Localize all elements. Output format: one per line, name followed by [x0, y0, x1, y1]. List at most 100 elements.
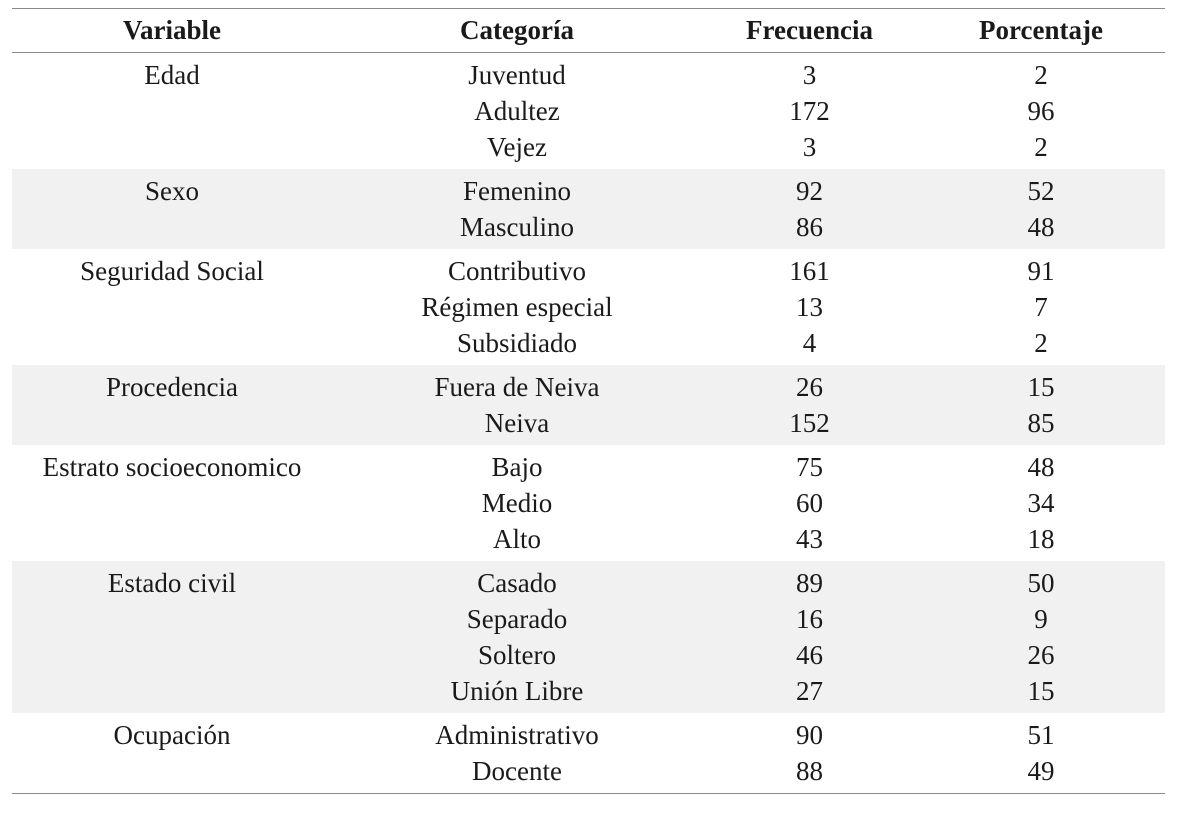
categoria-cell: Neiva — [332, 405, 702, 445]
table-row: Procedencia Fuera de Neiva 26 15 — [12, 365, 1165, 405]
variable-cell: Estrato socioeconomico — [42, 452, 302, 482]
porcentaje-cell: 91 — [1027, 256, 1055, 286]
table-row: Medio 60 34 — [12, 485, 1165, 521]
frecuencia-cell: 86 — [702, 209, 917, 249]
table-row: Adultez 172 96 — [12, 93, 1165, 129]
porcentaje-cell: 18 — [1027, 524, 1055, 554]
categoria-cell: Masculino — [332, 209, 702, 249]
table-row: Vejez 3 2 — [12, 129, 1165, 169]
porcentaje-cell: 15 — [917, 673, 1165, 713]
frecuencia-cell: 161 — [789, 256, 830, 286]
categoria-cell: Subsidiado — [456, 328, 577, 358]
porcentaje-cell: 2 — [1034, 132, 1048, 162]
categoria-cell: Separado — [332, 601, 702, 637]
frecuencia-cell: 3 — [802, 132, 817, 162]
porcentaje-cell: 48 — [1027, 452, 1055, 482]
frecuencia-cell: 75 — [796, 452, 823, 482]
categoria-cell: Casado — [332, 561, 702, 601]
header-variable: Variable — [12, 8, 332, 53]
porcentaje-cell: 51 — [1027, 720, 1055, 750]
categoria-cell: Fuera de Neiva — [332, 365, 702, 405]
frecuencia-cell: 4 — [802, 328, 817, 358]
table-header: Variable Categoría Frecuencia Porcentaje — [12, 8, 1165, 53]
porcentaje-cell: 34 — [1027, 488, 1055, 518]
frecuencia-cell: 26 — [702, 365, 917, 405]
categoria-cell: Bajo — [491, 452, 543, 482]
table-row: Separado 16 9 — [12, 601, 1165, 637]
variable-cell-empty — [12, 325, 332, 365]
variable-cell: Seguridad Social — [80, 256, 264, 286]
variable-cell-empty — [12, 673, 332, 713]
frecuencia-cell: 43 — [796, 524, 823, 554]
header-categoria: Categoría — [332, 8, 702, 53]
frecuencia-cell: 89 — [702, 561, 917, 601]
table-row: Sexo Femenino 92 52 — [12, 169, 1165, 209]
variable-cell-empty — [12, 209, 332, 249]
header-porcentaje: Porcentaje — [917, 8, 1165, 53]
categoria-cell: Juventud — [468, 60, 566, 90]
variable-cell-empty — [12, 405, 332, 445]
variable-cell-empty — [12, 637, 332, 673]
porcentaje-cell: 26 — [917, 637, 1165, 673]
table-row: Alto 43 18 — [12, 521, 1165, 561]
porcentaje-cell: 2 — [1034, 328, 1048, 358]
porcentaje-cell: 2 — [1034, 60, 1048, 90]
frecuencia-cell: 27 — [702, 673, 917, 713]
variable-cell: Ocupación — [113, 720, 231, 750]
categoria-cell: Medio — [481, 488, 553, 518]
frecuencia-cell: 152 — [702, 405, 917, 445]
frecuencia-cell: 90 — [796, 720, 823, 750]
variable-cell: Procedencia — [12, 365, 332, 405]
table-row: Estado civil Casado 89 50 — [12, 561, 1165, 601]
variable-cell-empty — [12, 601, 332, 637]
categoria-cell: Docente — [332, 753, 702, 794]
frecuencia-cell: 172 — [789, 96, 830, 126]
porcentaje-cell: 49 — [917, 753, 1165, 794]
variable-cell-empty — [12, 129, 332, 169]
categoria-cell: Vejez — [487, 132, 547, 162]
porcentaje-cell: 96 — [1027, 96, 1055, 126]
porcentaje-cell: 9 — [917, 601, 1165, 637]
porcentaje-cell: 52 — [917, 169, 1165, 209]
categoria-cell: Régimen especial — [421, 292, 613, 322]
table-row: Estrato socioeconomico Bajo 75 48 — [12, 445, 1165, 485]
table-row: Edad Juventud 3 2 — [12, 53, 1165, 94]
categoria-cell: Femenino — [332, 169, 702, 209]
categoria-cell: Adultez — [474, 96, 560, 126]
variable-cell-empty — [12, 753, 332, 794]
frecuencia-cell: 92 — [702, 169, 917, 209]
frecuencia-cell: 46 — [702, 637, 917, 673]
table-row: Ocupación Administrativo 90 51 — [12, 713, 1165, 753]
porcentaje-cell: 50 — [917, 561, 1165, 601]
table-row: Neiva 152 85 — [12, 405, 1165, 445]
variable-cell-empty — [12, 93, 332, 129]
variable-cell-empty — [12, 521, 332, 561]
variable-cell: Sexo — [12, 169, 332, 209]
variable-cell: Edad — [144, 60, 200, 90]
frecuencia-cell: 88 — [702, 753, 917, 794]
categoria-cell: Administrativo — [435, 720, 599, 750]
porcentaje-cell: 48 — [917, 209, 1165, 249]
variable-cell: Estado civil — [12, 561, 332, 601]
header-frecuencia: Frecuencia — [702, 8, 917, 53]
table-row: Unión Libre 27 15 — [12, 673, 1165, 713]
table-row: Soltero 46 26 — [12, 637, 1165, 673]
header-row: Variable Categoría Frecuencia Porcentaje — [12, 8, 1165, 53]
frecuencia-cell: 16 — [702, 601, 917, 637]
variable-cell-empty — [12, 289, 332, 325]
porcentaje-cell: 7 — [1034, 292, 1048, 322]
frecuencia-cell: 13 — [796, 292, 823, 322]
porcentaje-cell: 15 — [917, 365, 1165, 405]
categoria-cell: Alto — [492, 524, 541, 554]
demographics-table: Variable Categoría Frecuencia Porcentaje… — [12, 8, 1165, 794]
frecuencia-cell: 60 — [796, 488, 823, 518]
porcentaje-cell: 85 — [917, 405, 1165, 445]
table-row: Masculino 86 48 — [12, 209, 1165, 249]
table-row: Docente 88 49 — [12, 753, 1165, 794]
variable-cell-empty — [12, 485, 332, 521]
categoria-cell: Contributivo — [447, 256, 586, 286]
table-body: Edad Juventud 3 2 Adultez 172 96 Vejez 3 2 Sexo Fem… — [12, 53, 1165, 794]
frecuencia-cell: 3 — [802, 60, 817, 90]
table-row: Régimen especial 13 7 — [12, 289, 1165, 325]
